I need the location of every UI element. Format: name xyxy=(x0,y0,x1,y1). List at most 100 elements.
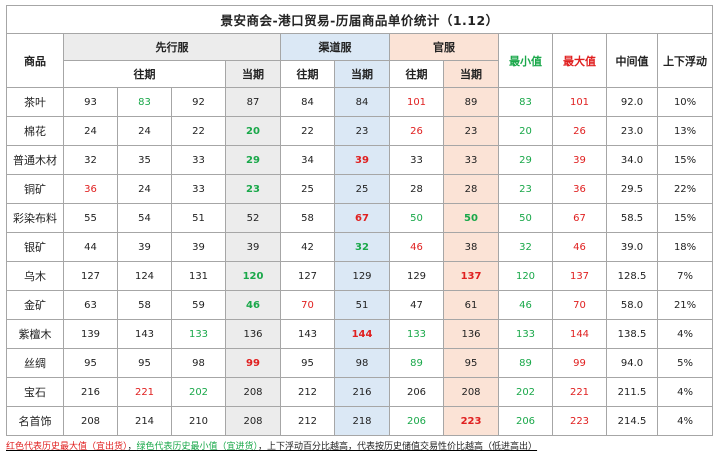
cell-x3: 33 xyxy=(171,174,226,204)
cell-x2: 39 xyxy=(117,232,172,262)
cell-q2: 23 xyxy=(334,116,390,146)
cell-x4: 99 xyxy=(225,348,281,378)
cell-g1: 50 xyxy=(389,203,444,233)
table-row: 宝石 216 221 202 208 212 216 206 208 202 221 211.5 4% xyxy=(6,377,714,407)
cell-g1: 129 xyxy=(389,261,444,291)
cell-max: 144 xyxy=(552,319,607,349)
cell-min: 32 xyxy=(498,232,553,262)
header-xianxing-past: 往期 xyxy=(63,60,226,88)
cell-x3: 51 xyxy=(171,203,226,233)
cell-mid: 94.0 xyxy=(606,348,658,378)
item-name: 铜矿 xyxy=(6,174,64,204)
cell-x1: 36 xyxy=(63,174,118,204)
cell-q1: 84 xyxy=(280,87,335,117)
cell-x2: 24 xyxy=(117,174,172,204)
cell-x3: 131 xyxy=(171,261,226,291)
cell-min: 202 xyxy=(498,377,553,407)
header-float: 上下浮动 xyxy=(656,33,714,88)
cell-x4: 136 xyxy=(225,319,281,349)
footnote-green: 绿色代表历史最小值（宜进货） xyxy=(136,442,259,452)
cell-q1: 70 xyxy=(280,290,335,320)
cell-q2: 144 xyxy=(334,319,390,349)
table-row: 银矿 44 39 39 39 42 32 46 38 32 46 39.0 18% xyxy=(6,232,714,262)
cell-g2: 23 xyxy=(443,116,499,146)
cell-x2: 54 xyxy=(117,203,172,233)
cell-x2: 24 xyxy=(117,116,172,146)
cell-x3: 98 xyxy=(171,348,226,378)
table-row: 棉花 24 24 22 20 22 23 26 23 20 26 23.0 13% xyxy=(6,116,714,146)
cell-x2: 124 xyxy=(117,261,172,291)
cell-max: 221 xyxy=(552,377,607,407)
cell-max: 46 xyxy=(552,232,607,262)
cell-min: 20 xyxy=(498,116,553,146)
cell-x3: 59 xyxy=(171,290,226,320)
footnote-rest: ，上下浮动百分比越高，代表按历史储值交易性价比越高（低进高出） xyxy=(258,442,538,452)
header-qudao-current: 当期 xyxy=(334,60,390,88)
cell-fl: 13% xyxy=(656,116,714,146)
cell-max: 70 xyxy=(552,290,607,320)
cell-min: 46 xyxy=(498,290,553,320)
cell-fl: 4% xyxy=(656,406,714,436)
cell-mid: 214.5 xyxy=(606,406,658,436)
cell-x3: 202 xyxy=(171,377,226,407)
header-guanfu-current: 当期 xyxy=(443,60,499,88)
cell-x2: 58 xyxy=(117,290,172,320)
cell-x4: 39 xyxy=(225,232,281,262)
cell-x2: 214 xyxy=(117,406,172,436)
cell-g2: 61 xyxy=(443,290,499,320)
cell-x4: 120 xyxy=(225,261,281,291)
cell-q1: 25 xyxy=(280,174,335,204)
header-qudao-past: 往期 xyxy=(280,60,335,88)
cell-g1: 206 xyxy=(389,406,444,436)
cell-max: 39 xyxy=(552,145,607,175)
cell-g2: 136 xyxy=(443,319,499,349)
cell-max: 99 xyxy=(552,348,607,378)
header-median: 中间值 xyxy=(606,33,658,88)
cell-max: 101 xyxy=(552,87,607,117)
header-xianxing-current: 当期 xyxy=(225,60,281,88)
cell-x4: 208 xyxy=(225,377,281,407)
cell-g2: 50 xyxy=(443,203,499,233)
cell-g1: 206 xyxy=(389,377,444,407)
cell-q1: 95 xyxy=(280,348,335,378)
cell-max: 223 xyxy=(552,406,607,436)
cell-q1: 22 xyxy=(280,116,335,146)
header-group-guanfu: 官服 xyxy=(389,33,499,61)
cell-min: 89 xyxy=(498,348,553,378)
cell-x1: 24 xyxy=(63,116,118,146)
cell-fl: 4% xyxy=(656,319,714,349)
cell-x1: 44 xyxy=(63,232,118,262)
cell-mid: 58.0 xyxy=(606,290,658,320)
table-row: 普通木材 32 35 33 29 34 39 33 33 29 39 34.0 15% xyxy=(6,145,714,175)
cell-x2: 143 xyxy=(117,319,172,349)
cell-g1: 46 xyxy=(389,232,444,262)
cell-min: 133 xyxy=(498,319,553,349)
cell-x4: 87 xyxy=(225,87,281,117)
cell-q2: 32 xyxy=(334,232,390,262)
cell-x1: 208 xyxy=(63,406,118,436)
cell-mid: 92.0 xyxy=(606,87,658,117)
item-name: 紫檀木 xyxy=(6,319,64,349)
cell-x2: 221 xyxy=(117,377,172,407)
cell-min: 23 xyxy=(498,174,553,204)
table-row: 彩染布料 55 54 51 52 58 67 50 50 50 67 58.5 15% xyxy=(6,203,714,233)
cell-max: 36 xyxy=(552,174,607,204)
header-max: 最大值 xyxy=(552,33,607,88)
cell-mid: 23.0 xyxy=(606,116,658,146)
cell-mid: 29.5 xyxy=(606,174,658,204)
cell-q1: 143 xyxy=(280,319,335,349)
cell-fl: 10% xyxy=(656,87,714,117)
table-row: 金矿 63 58 59 46 70 51 47 61 46 70 58.0 21% xyxy=(6,290,714,320)
cell-fl: 15% xyxy=(656,203,714,233)
cell-g1: 101 xyxy=(389,87,444,117)
cell-g1: 26 xyxy=(389,116,444,146)
cell-q2: 39 xyxy=(334,145,390,175)
cell-min: 50 xyxy=(498,203,553,233)
item-name: 茶叶 xyxy=(6,87,64,117)
header-guanfu-past: 往期 xyxy=(389,60,444,88)
cell-x3: 92 xyxy=(171,87,226,117)
cell-min: 120 xyxy=(498,261,553,291)
cell-max: 67 xyxy=(552,203,607,233)
cell-g1: 47 xyxy=(389,290,444,320)
cell-mid: 58.5 xyxy=(606,203,658,233)
